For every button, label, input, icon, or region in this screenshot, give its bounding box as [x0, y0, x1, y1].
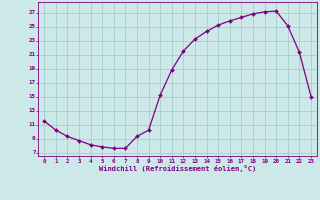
X-axis label: Windchill (Refroidissement éolien,°C): Windchill (Refroidissement éolien,°C): [99, 165, 256, 172]
